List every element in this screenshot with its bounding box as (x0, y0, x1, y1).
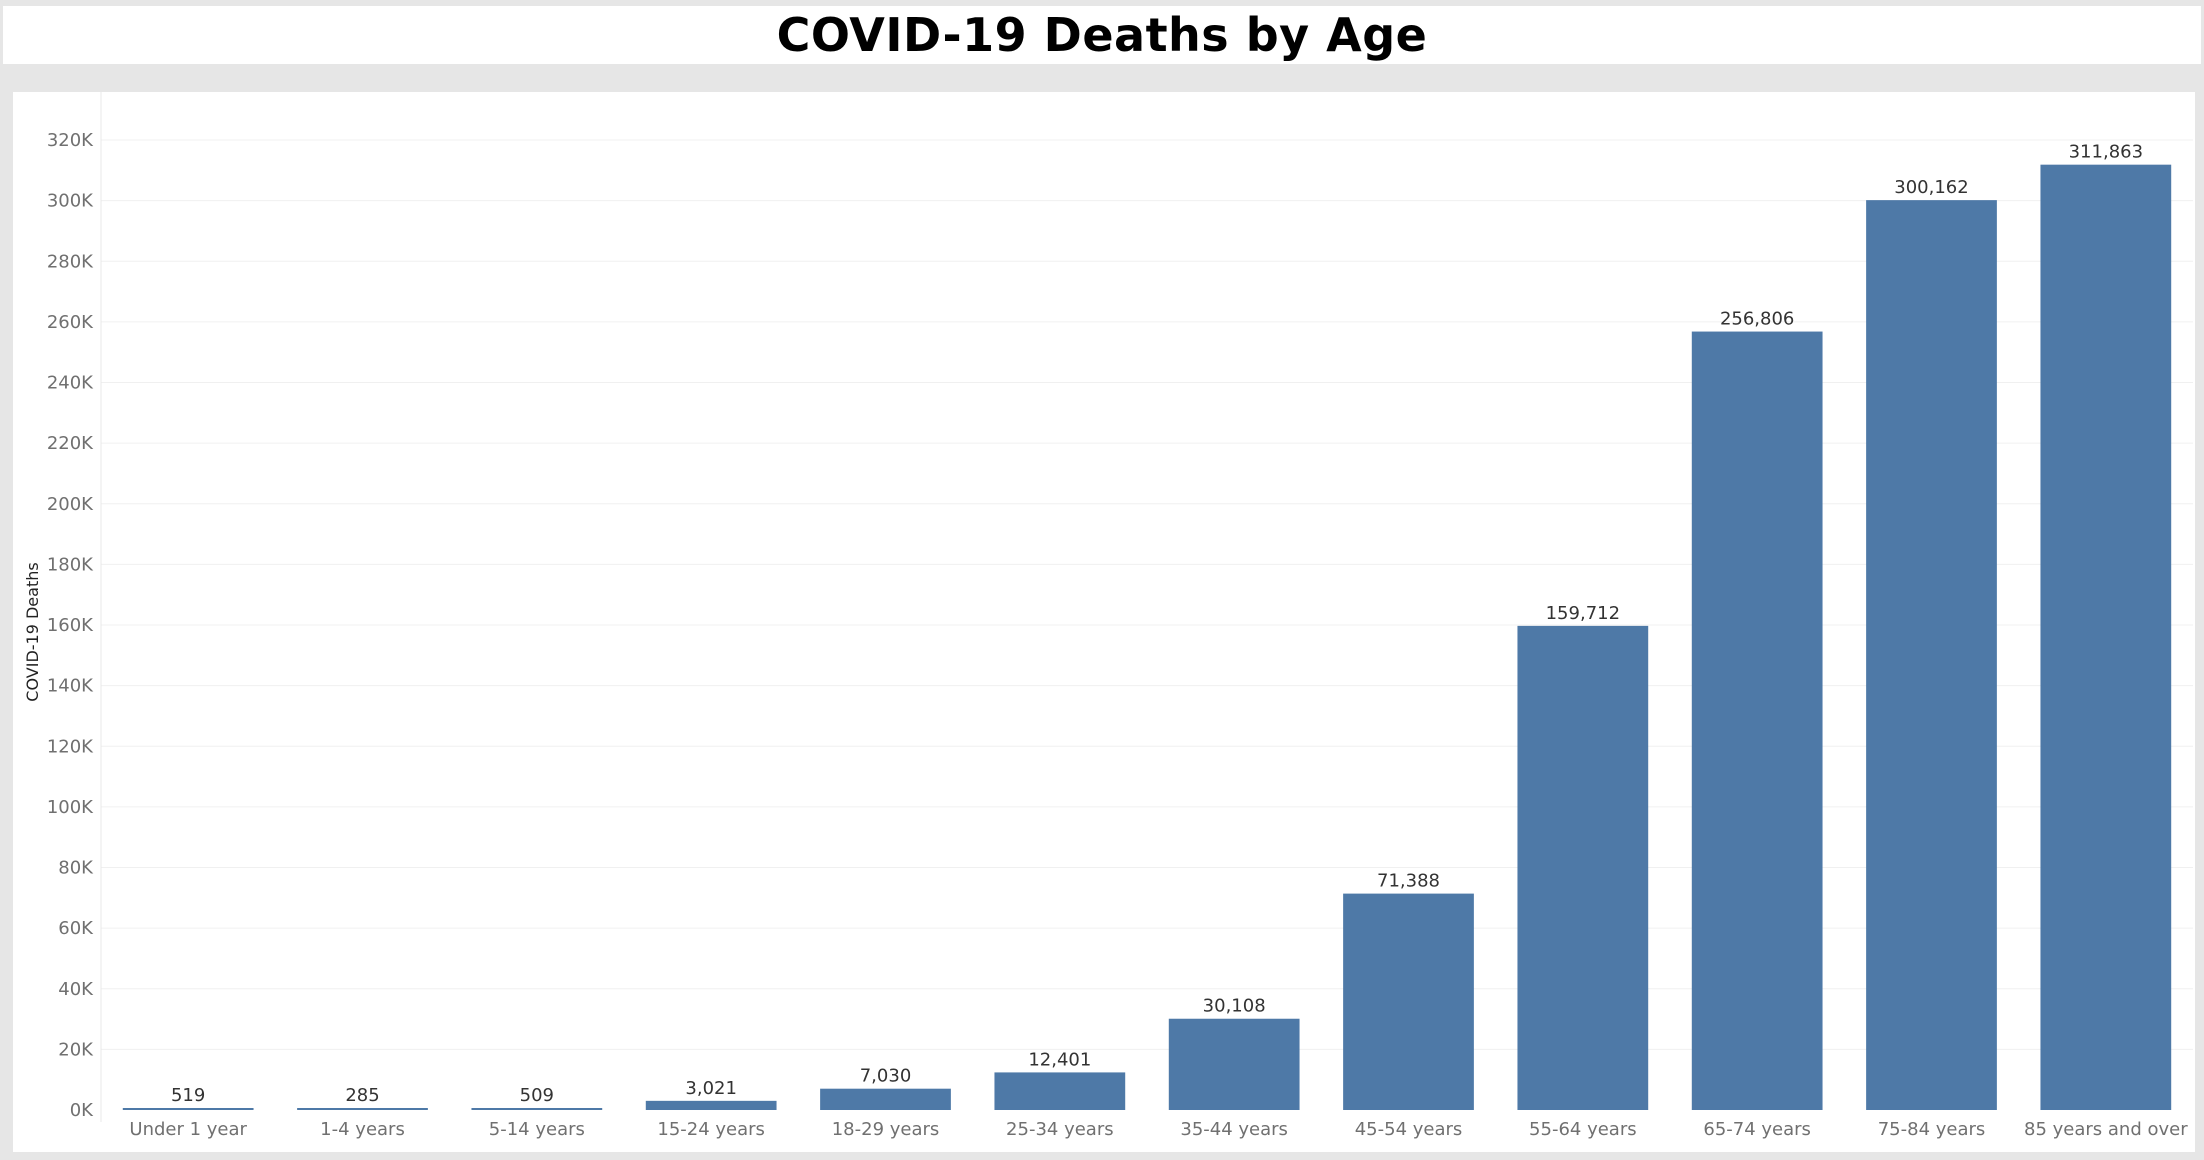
bar (2040, 164, 2172, 1110)
bar (1343, 893, 1474, 1110)
bar (297, 1108, 428, 1110)
y-tick-label: 180K (47, 554, 94, 575)
y-axis-title: COVID-19 Deaths (23, 562, 42, 701)
x-tick-label: 25-34 years (1006, 1119, 1114, 1140)
data-label: 12,401 (1028, 1049, 1091, 1070)
x-tick-label: 45-54 years (1355, 1119, 1463, 1140)
title-panel: COVID-19 Deaths by Age (3, 6, 2201, 64)
data-label: 30,108 (1203, 996, 1266, 1017)
x-tick-label: 18-29 years (832, 1119, 940, 1140)
chart-panel: 0K 20K 40K 60K 80K 100K 120K 140K 160K 180K 200K 22… (13, 92, 2195, 1152)
x-tick-label: Under 1 year (129, 1119, 247, 1140)
gridlines (101, 139, 2193, 1050)
x-tick-label: 15-24 years (657, 1119, 765, 1140)
y-tick-label: 160K (47, 615, 94, 636)
y-tick-label: 140K (47, 676, 94, 697)
data-label: 71,388 (1377, 871, 1440, 892)
bar (1168, 1018, 1300, 1110)
data-label: 256,806 (1720, 309, 1794, 330)
bar (471, 1108, 603, 1110)
x-tick-label: 35-44 years (1180, 1119, 1288, 1140)
bar (1866, 200, 1997, 1111)
bar-chart: 0K 20K 40K 60K 80K 100K 120K 140K 160K 180K 200K 22… (23, 92, 2193, 1140)
y-tick-label: 20K (58, 1039, 94, 1060)
y-tick-label: 220K (47, 433, 94, 454)
x-tick-label: 75-84 years (1878, 1119, 1986, 1140)
y-axis-ticks: 0K 20K 40K 60K 80K 100K 120K 140K 160K 180K 200K 22… (47, 130, 94, 1121)
y-tick-label: 60K (58, 918, 94, 939)
data-label: 285 (345, 1085, 379, 1106)
data-label: 7,030 (860, 1066, 912, 1087)
data-label: 3,021 (685, 1078, 737, 1099)
y-tick-label: 80K (58, 858, 94, 879)
bar (820, 1088, 951, 1110)
data-label: 519 (171, 1085, 205, 1106)
x-tick-label: 85 years and over (2024, 1119, 2188, 1140)
data-label: 159,712 (1546, 603, 1620, 624)
y-tick-label: 40K (58, 979, 94, 1000)
data-label: 300,162 (1894, 177, 1968, 198)
y-tick-label: 0K (70, 1100, 94, 1121)
bars (122, 164, 2172, 1111)
x-tick-label: 65-74 years (1703, 1119, 1811, 1140)
bar (122, 1108, 254, 1110)
y-tick-label: 320K (47, 130, 94, 151)
chart-title: COVID-19 Deaths by Age (776, 8, 1428, 62)
y-tick-label: 260K (47, 312, 94, 333)
x-tick-label: 5-14 years (489, 1119, 585, 1140)
y-tick-label: 300K (47, 191, 94, 212)
x-tick-label: 1-4 years (320, 1119, 405, 1140)
y-tick-label: 200K (47, 494, 94, 515)
y-tick-label: 120K (47, 736, 94, 757)
bar (1691, 331, 1823, 1110)
y-tick-label: 100K (47, 797, 94, 818)
data-label: 311,863 (2069, 142, 2143, 163)
bar (1517, 625, 1649, 1110)
y-tick-label: 240K (47, 373, 94, 394)
bar (645, 1100, 777, 1110)
bar (994, 1072, 1126, 1110)
x-tick-label: 55-64 years (1529, 1119, 1637, 1140)
data-labels: 519 285 509 3,021 7,030 12,401 30,108 71,388 159… (171, 142, 2143, 1106)
x-axis-ticks: Under 1 year 1-4 years 5-14 years 15-24 yea… (129, 1119, 2188, 1140)
y-tick-label: 280K (47, 251, 94, 272)
data-label: 509 (520, 1085, 554, 1106)
